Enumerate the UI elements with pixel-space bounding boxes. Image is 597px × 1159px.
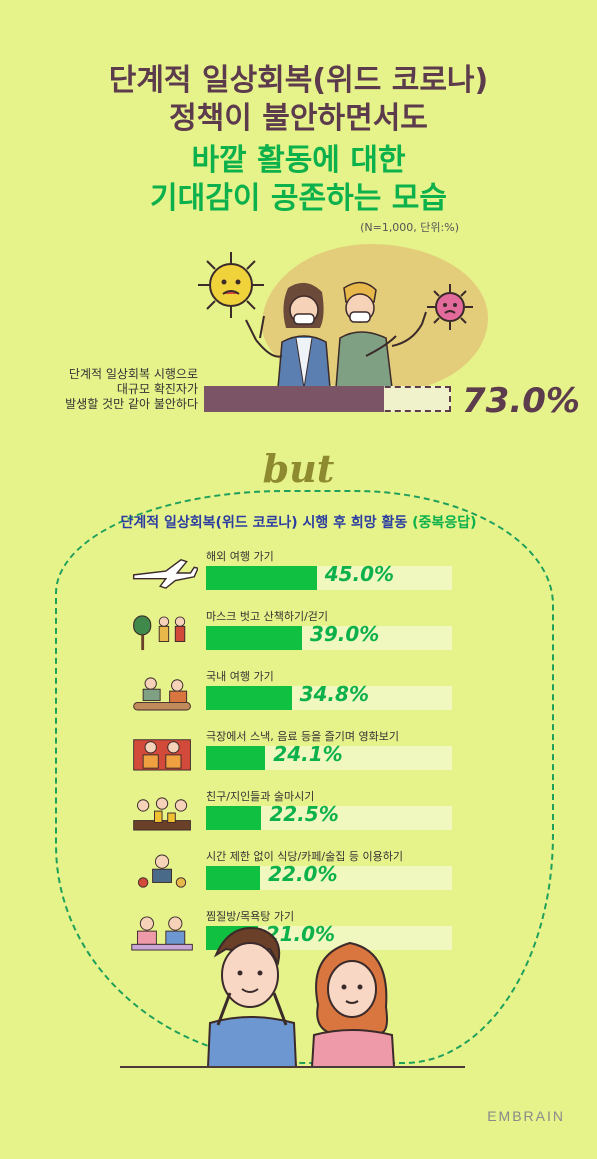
camping-icon: [133, 677, 191, 711]
chart-value-label: 45.0%: [324, 562, 395, 586]
virus-icon: [427, 284, 473, 330]
title-line-4: 기대감이 공존하는 모습: [150, 181, 447, 216]
top-stat-value: 73.0%: [462, 381, 580, 421]
title-line-2: 정책이 불안하면서도: [169, 101, 428, 136]
couple-illustration: [206, 927, 396, 1067]
restaurant-icon: [137, 854, 187, 888]
sauna-icon: [131, 916, 193, 951]
chart-row: 해외 여행 가기 45.0%: [0, 548, 597, 618]
chart-row: 마스크 벗고 산책하기/걷기 39.0%: [0, 608, 597, 678]
chart-category-label: 국내 여행 가기: [206, 670, 274, 683]
but-text: but: [262, 446, 335, 491]
chart-category-label: 찜질방/목욕탕 가기: [206, 910, 295, 923]
chart-bar: [206, 626, 302, 650]
walking-people-icon: [133, 615, 186, 651]
section-title-main: 단계적 일상회복(위드 코로나) 시행 후 희망 활동: [120, 515, 408, 531]
ground-line: [120, 1066, 465, 1068]
chart-row: 국내 여행 가기 34.8%: [0, 668, 597, 738]
airplane-icon: [132, 558, 198, 589]
chart-bar: [206, 866, 261, 890]
top-stat-bar: [204, 386, 385, 412]
chart-value-label: 22.0%: [268, 862, 338, 886]
chart-value-label: 22.5%: [269, 802, 339, 826]
chart-bar: [206, 686, 292, 710]
chart-row: 시간 제한 없이 식당/카페/술집 등 이용하기 22.0%: [0, 848, 597, 918]
chart-row: 친구/지인들과 술마시기 22.5%: [0, 788, 597, 858]
virus-icon: [198, 252, 264, 318]
section-title-suffix: (중복응답): [412, 515, 477, 531]
chart-category-label: 해외 여행 가기: [206, 550, 274, 563]
unit-note: (N=1,000, 단위:%): [360, 221, 459, 234]
chart-bar: [206, 746, 266, 770]
chart-value-label: 24.1%: [273, 742, 343, 766]
top-stat-label-line: 대규모 확진자가: [116, 382, 198, 396]
dashed-outline: [55, 490, 554, 1064]
top-stat-label-line: 발생할 것만 같아 불안하다: [65, 397, 198, 411]
top-stat-label-line: 단계적 일상회복 시행으로: [68, 367, 198, 381]
chart-row: 극장에서 스낵, 음료 등을 즐기며 영화보기 24.1%: [0, 728, 597, 798]
chart-bar: [206, 566, 317, 590]
brand-logo: EMBRAIN: [487, 1108, 565, 1124]
section-title: 단계적 일상회복(위드 코로나) 시행 후 희망 활동 (중복응답): [0, 512, 597, 532]
chart-category-label: 마스크 벗고 산책하기/걷기: [206, 610, 329, 623]
chart-value-label: 34.8%: [299, 682, 369, 706]
chart-bar: [206, 806, 262, 830]
top-stat-label: 단계적 일상회복 시행으로 대규모 확진자가 발생할 것만 같아 불안하다: [20, 367, 198, 412]
cheers-icon: [133, 797, 191, 831]
cinema-icon: [133, 739, 191, 771]
chart-category-label: 시간 제한 없이 식당/카페/술집 등 이용하기: [206, 850, 403, 863]
chart-category-label: 친구/지인들과 술마시기: [206, 790, 315, 803]
title-line-1: 단계적 일상회복(위드 코로나): [108, 63, 489, 98]
masked-people-illustration: [245, 281, 427, 388]
title-line-3: 바깥 활동에 대한: [191, 143, 406, 178]
chart-category-label: 극장에서 스낵, 음료 등을 즐기며 영화보기: [206, 730, 400, 743]
chart-value-label: 39.0%: [309, 622, 380, 646]
